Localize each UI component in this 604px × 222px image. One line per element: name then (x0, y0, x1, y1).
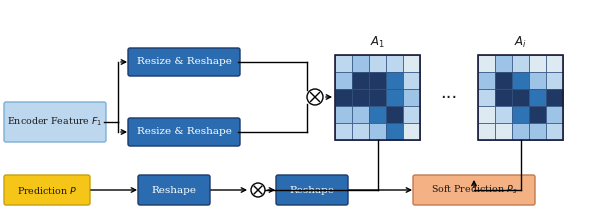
Bar (369, 72, 386, 89)
Bar (495, 72, 512, 89)
Bar (352, 55, 369, 72)
Bar (495, 89, 512, 106)
FancyBboxPatch shape (138, 175, 210, 205)
Bar (403, 72, 420, 89)
FancyBboxPatch shape (413, 175, 535, 205)
Bar (403, 89, 420, 106)
Bar (335, 106, 352, 123)
Bar (529, 55, 546, 72)
Bar (546, 89, 563, 106)
Bar (386, 55, 403, 72)
Bar (386, 89, 403, 106)
FancyBboxPatch shape (4, 102, 106, 142)
Text: Reshape: Reshape (289, 186, 335, 194)
Bar (335, 55, 352, 72)
Bar (478, 55, 495, 72)
Text: Prediction $P$: Prediction $P$ (17, 184, 77, 196)
Bar (369, 123, 386, 140)
Bar (478, 72, 495, 89)
Bar (403, 106, 420, 123)
Bar (335, 89, 352, 106)
Bar (495, 106, 512, 123)
Text: Resize & Reshape: Resize & Reshape (137, 127, 231, 137)
Bar (512, 89, 529, 106)
Bar (529, 89, 546, 106)
Bar (529, 123, 546, 140)
Bar (335, 123, 352, 140)
Text: Resize & Reshape: Resize & Reshape (137, 57, 231, 67)
Bar (546, 123, 563, 140)
Bar (335, 72, 352, 89)
FancyBboxPatch shape (128, 48, 240, 76)
Bar (478, 89, 495, 106)
Bar (352, 106, 369, 123)
Text: Reshape: Reshape (152, 186, 196, 194)
Bar (512, 106, 529, 123)
Text: ···: ··· (440, 89, 458, 107)
Bar (369, 55, 386, 72)
Text: $A_i$: $A_i$ (514, 35, 527, 50)
Bar (352, 123, 369, 140)
Bar (512, 123, 529, 140)
FancyBboxPatch shape (4, 175, 90, 205)
Bar (335, 55, 420, 140)
Bar (386, 106, 403, 123)
Bar (386, 72, 403, 89)
Bar (546, 55, 563, 72)
Text: Encoder Feature $F_1$: Encoder Feature $F_1$ (7, 116, 103, 128)
Bar (403, 55, 420, 72)
Bar (478, 55, 563, 140)
Bar (478, 106, 495, 123)
Bar (529, 72, 546, 89)
FancyBboxPatch shape (276, 175, 348, 205)
Bar (546, 72, 563, 89)
Bar (495, 123, 512, 140)
Bar (529, 106, 546, 123)
Bar (512, 72, 529, 89)
Bar (352, 72, 369, 89)
Text: $A_1$: $A_1$ (370, 35, 385, 50)
Bar (512, 55, 529, 72)
Bar (478, 123, 495, 140)
FancyBboxPatch shape (128, 118, 240, 146)
Bar (369, 106, 386, 123)
Bar (369, 89, 386, 106)
Bar (403, 123, 420, 140)
Bar (495, 55, 512, 72)
Bar (352, 89, 369, 106)
Text: Soft Prediction $P_s$: Soft Prediction $P_s$ (431, 184, 517, 196)
Bar (386, 123, 403, 140)
Bar (546, 106, 563, 123)
Circle shape (307, 89, 323, 105)
Circle shape (251, 183, 265, 197)
